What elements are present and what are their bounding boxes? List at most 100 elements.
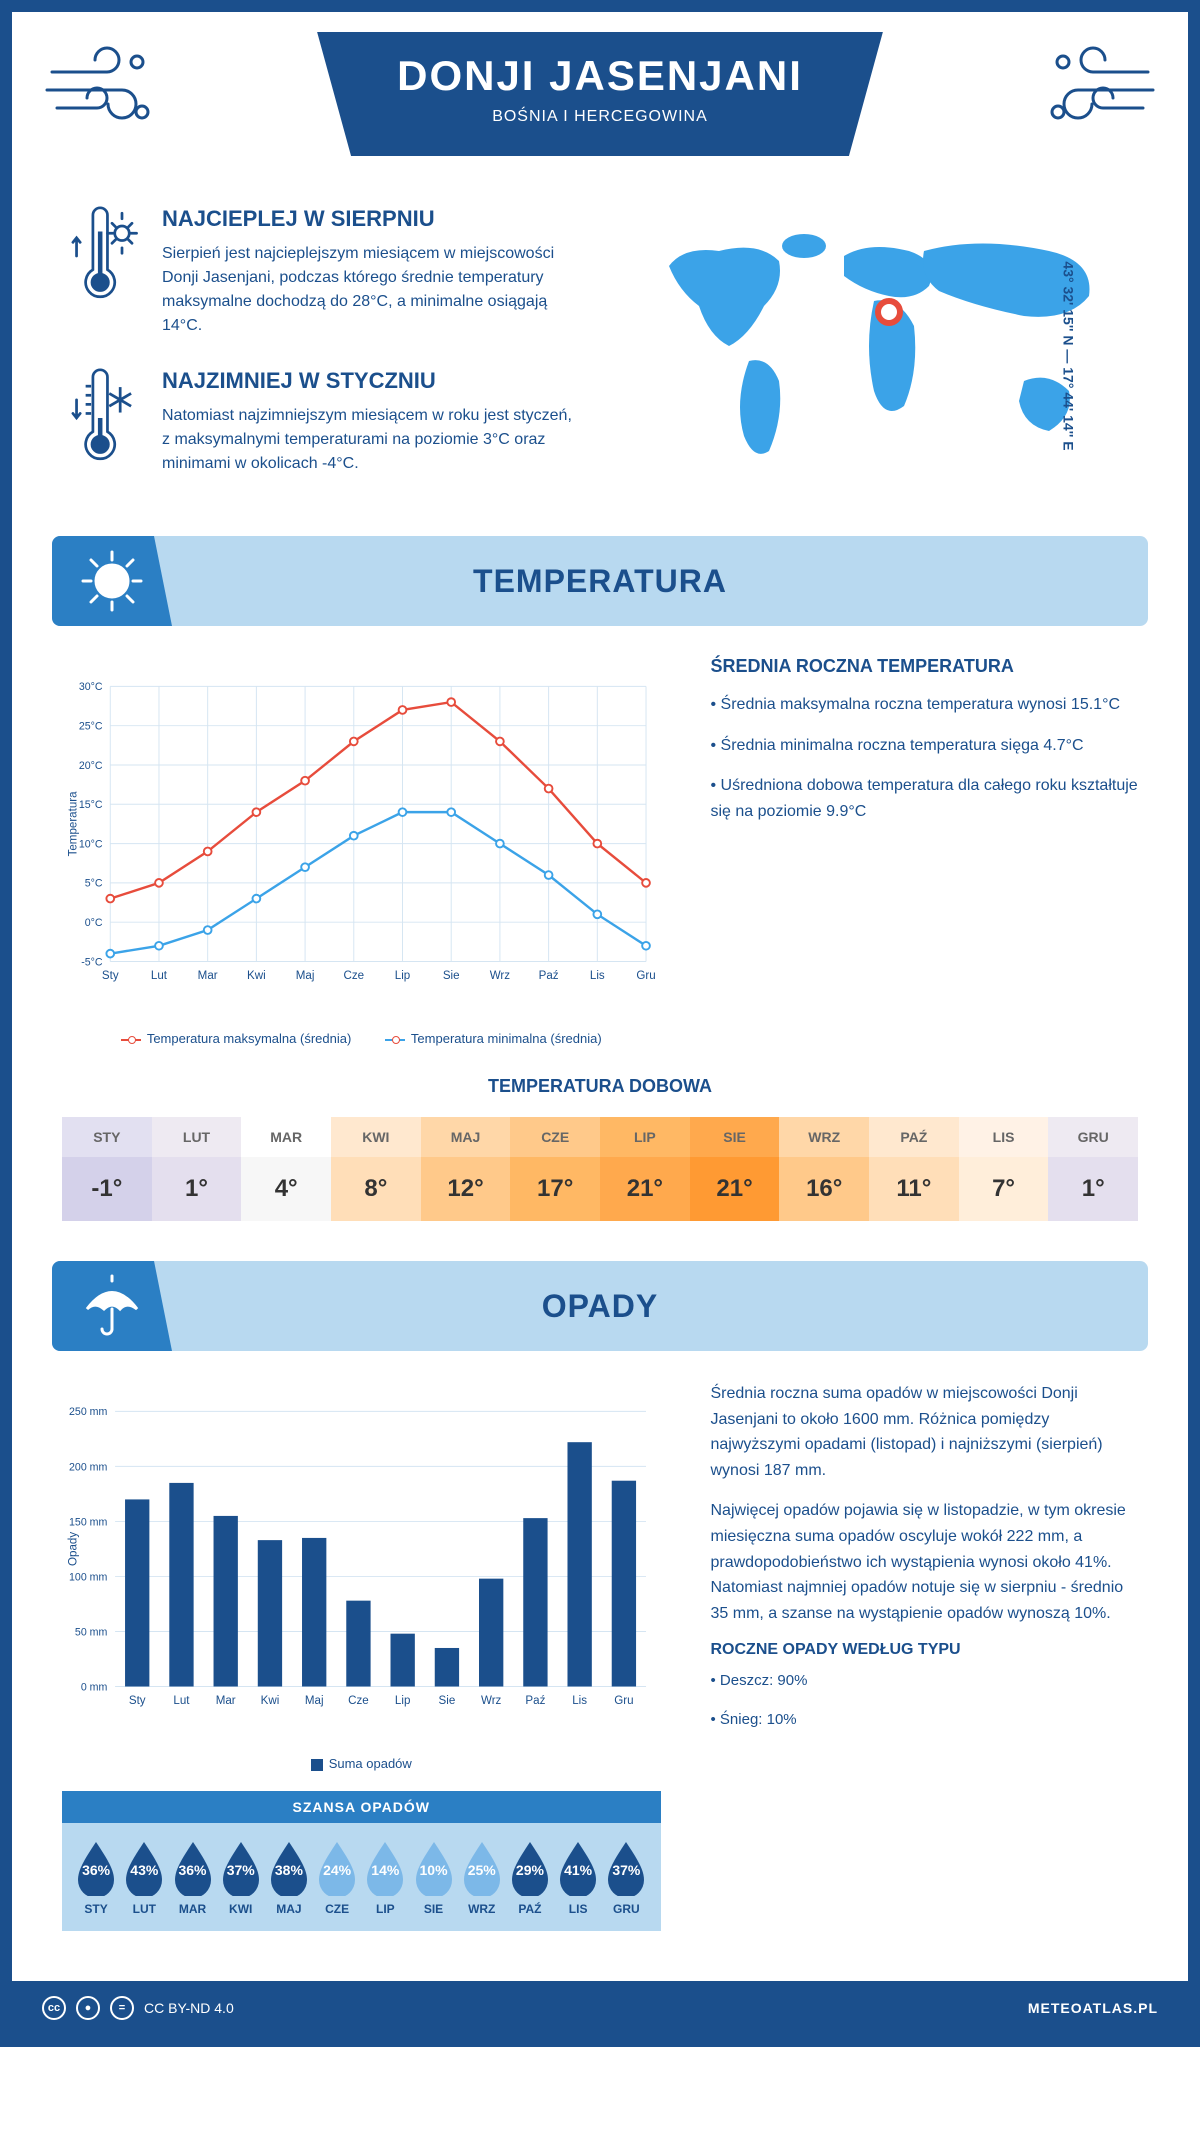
raindrop-icon: 14% [361,1838,409,1896]
svg-text:Sty: Sty [102,970,119,982]
rain-chance-cell: 29% PAŹ [506,1838,554,1916]
svg-text:Lut: Lut [151,970,168,982]
svg-text:Gru: Gru [614,1695,633,1707]
rain-chance-cell: 38% MAJ [265,1838,313,1916]
thermometer-hot-icon [62,206,142,338]
by-icon: ● [76,1996,100,2020]
svg-text:Cze: Cze [343,970,364,982]
rain-chance-cell: 37% GRU [602,1838,650,1916]
precip-types: ROCZNE OPADY WEDŁUG TYPU • Deszcz: 90% •… [711,1641,1139,1732]
precip-p1: Średnia roczna suma opadów w miejscowośc… [711,1381,1139,1483]
rain-chance-cell: 41% LIS [554,1838,602,1916]
cc-icon: cc [42,1996,66,2020]
svg-text:Lut: Lut [173,1695,190,1707]
temperature-section-header: TEMPERATURA [52,536,1148,626]
raindrop-icon: 38% [265,1838,313,1896]
umbrella-icon [52,1261,172,1351]
svg-text:25°C: 25°C [79,721,103,733]
raindrop-icon: 29% [506,1838,554,1896]
precip-legend: Suma opadów [62,1756,661,1771]
avg-temp-b2: • Średnia minimalna roczna temperatura s… [711,733,1139,759]
svg-text:250 mm: 250 mm [69,1406,107,1418]
temperature-heading: TEMPERATURA [473,563,727,600]
svg-text:Wrz: Wrz [490,970,511,982]
wind-decoration-icon [1038,42,1158,137]
svg-text:Wrz: Wrz [481,1695,502,1707]
svg-text:Kwi: Kwi [247,970,266,982]
daily-temp-col: MAR 4° [241,1117,331,1221]
raindrop-icon: 36% [169,1838,217,1896]
rain-chance-title: SZANSA OPADÓW [62,1791,661,1823]
daily-temp-col: KWI 8° [331,1117,421,1221]
svg-text:Kwi: Kwi [261,1695,280,1707]
header: DONJI JASENJANI BOŚNIA I HERCEGOWINA [12,12,1188,186]
svg-text:100 mm: 100 mm [69,1571,107,1583]
daily-temp-col: WRZ 16° [779,1117,869,1221]
svg-text:5°C: 5°C [85,878,103,890]
svg-text:Cze: Cze [348,1695,369,1707]
license-text: CC BY-ND 4.0 [144,2000,234,2016]
intro-section: NAJCIEPLEJ W SIERPNIU Sierpień jest najc… [12,186,1188,536]
location-title: DONJI JASENJANI [397,52,803,100]
daily-temp-col: STY -1° [62,1117,152,1221]
svg-text:Lis: Lis [572,1695,587,1707]
precip-section-header: OPADY [52,1261,1148,1351]
svg-text:Mar: Mar [216,1695,236,1707]
wind-decoration-icon [42,42,162,137]
daily-temp-col: LUT 1° [152,1117,242,1221]
svg-text:Sie: Sie [439,1695,456,1707]
daily-temp-col: LIP 21° [600,1117,690,1221]
temperature-legend: .leg-swatch:nth-of-type(1)::before{borde… [62,1031,661,1046]
daily-temp-col: CZE 17° [510,1117,600,1221]
precip-bar-chart: 0 mm50 mm100 mm150 mm200 mm250 mmStyLutM… [62,1381,661,1741]
daily-temp-col: LIS 7° [959,1117,1049,1221]
avg-temp-title: ŚREDNIA ROCZNA TEMPERATURA [711,656,1139,677]
thermometer-cold-icon [62,368,142,476]
raindrop-icon: 36% [72,1838,120,1896]
svg-text:Lip: Lip [395,970,410,982]
rain-chance-cell: 10% SIE [409,1838,457,1916]
svg-text:Temperatura: Temperatura [67,791,79,857]
temperature-line-chart: -5°C0°C5°C10°C15°C20°C25°C30°CStyLutMarK… [62,656,661,1016]
country-subtitle: BOŚNIA I HERCEGOWINA [397,108,803,126]
svg-text:Sie: Sie [443,970,460,982]
map-marker-icon [878,301,900,323]
rain-chance-panel: SZANSA OPADÓW 36% STY 43% LUT 36% MAR 37… [62,1791,661,1931]
svg-text:200 mm: 200 mm [69,1461,107,1473]
svg-text:Mar: Mar [198,970,218,982]
svg-text:Paź: Paź [525,1695,545,1707]
footer: cc ● = CC BY-ND 4.0 METEOATLAS.PL [12,1981,1188,2035]
daily-temp-col: GRU 1° [1048,1117,1138,1221]
svg-text:-5°C: -5°C [81,956,103,968]
svg-text:20°C: 20°C [79,760,103,772]
precip-heading: OPADY [542,1288,658,1325]
rain-chance-cell: 36% STY [72,1838,120,1916]
precip-p2: Najwięcej opadów pojawia się w listopadz… [711,1498,1139,1626]
svg-text:15°C: 15°C [79,799,103,811]
svg-text:Opady: Opady [67,1532,79,1566]
daily-temp-col: MAJ 12° [421,1117,511,1221]
svg-text:Gru: Gru [636,970,655,982]
svg-text:150 mm: 150 mm [69,1516,107,1528]
svg-text:0°C: 0°C [85,917,103,929]
svg-text:10°C: 10°C [79,838,103,850]
rain-chance-cell: 14% LIP [361,1838,409,1916]
site-name: METEOATLAS.PL [1028,2000,1158,2016]
raindrop-icon: 25% [458,1838,506,1896]
svg-text:0 mm: 0 mm [81,1681,108,1693]
svg-text:Lip: Lip [395,1695,410,1707]
rain-chance-cell: 43% LUT [120,1838,168,1916]
svg-text:50 mm: 50 mm [75,1626,108,1638]
svg-text:Paź: Paź [539,970,559,982]
hottest-fact: NAJCIEPLEJ W SIERPNIU Sierpień jest najc… [62,206,580,338]
avg-temp-b3: • Uśredniona dobowa temperatura dla całe… [711,773,1139,824]
daily-temp-title: TEMPERATURA DOBOWA [62,1076,1138,1097]
raindrop-icon: 41% [554,1838,602,1896]
svg-text:Maj: Maj [296,970,315,982]
sun-icon [52,536,172,626]
rain-chance-cell: 37% KWI [217,1838,265,1916]
rain-chance-cell: 24% CZE [313,1838,361,1916]
coldest-text: Natomiast najzimniejszym miesiącem w rok… [162,404,580,476]
hottest-text: Sierpień jest najcieplejszym miesiącem w… [162,242,580,338]
coldest-fact: NAJZIMNIEJ W STYCZNIU Natomiast najzimni… [62,368,580,476]
